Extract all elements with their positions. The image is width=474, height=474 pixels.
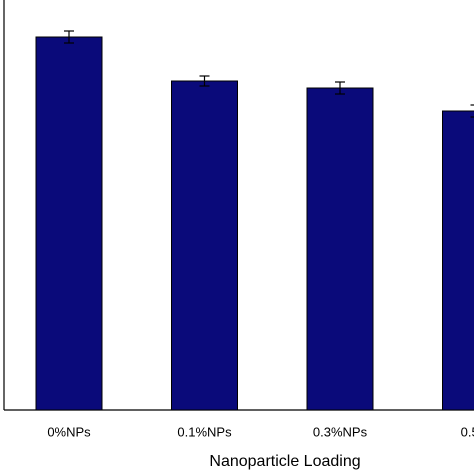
x-tick-label: 0.1%NPs bbox=[177, 424, 232, 439]
bar bbox=[35, 36, 103, 411]
x-tick-label: 0.5% bbox=[461, 424, 474, 439]
x-tick-label: 0%NPs bbox=[47, 424, 91, 439]
bar bbox=[306, 87, 374, 411]
bar bbox=[442, 110, 474, 411]
bar bbox=[171, 80, 238, 411]
x-axis-label: Nanoparticle Loading bbox=[209, 453, 360, 470]
x-tick-label: 0.3%NPs bbox=[313, 424, 368, 439]
